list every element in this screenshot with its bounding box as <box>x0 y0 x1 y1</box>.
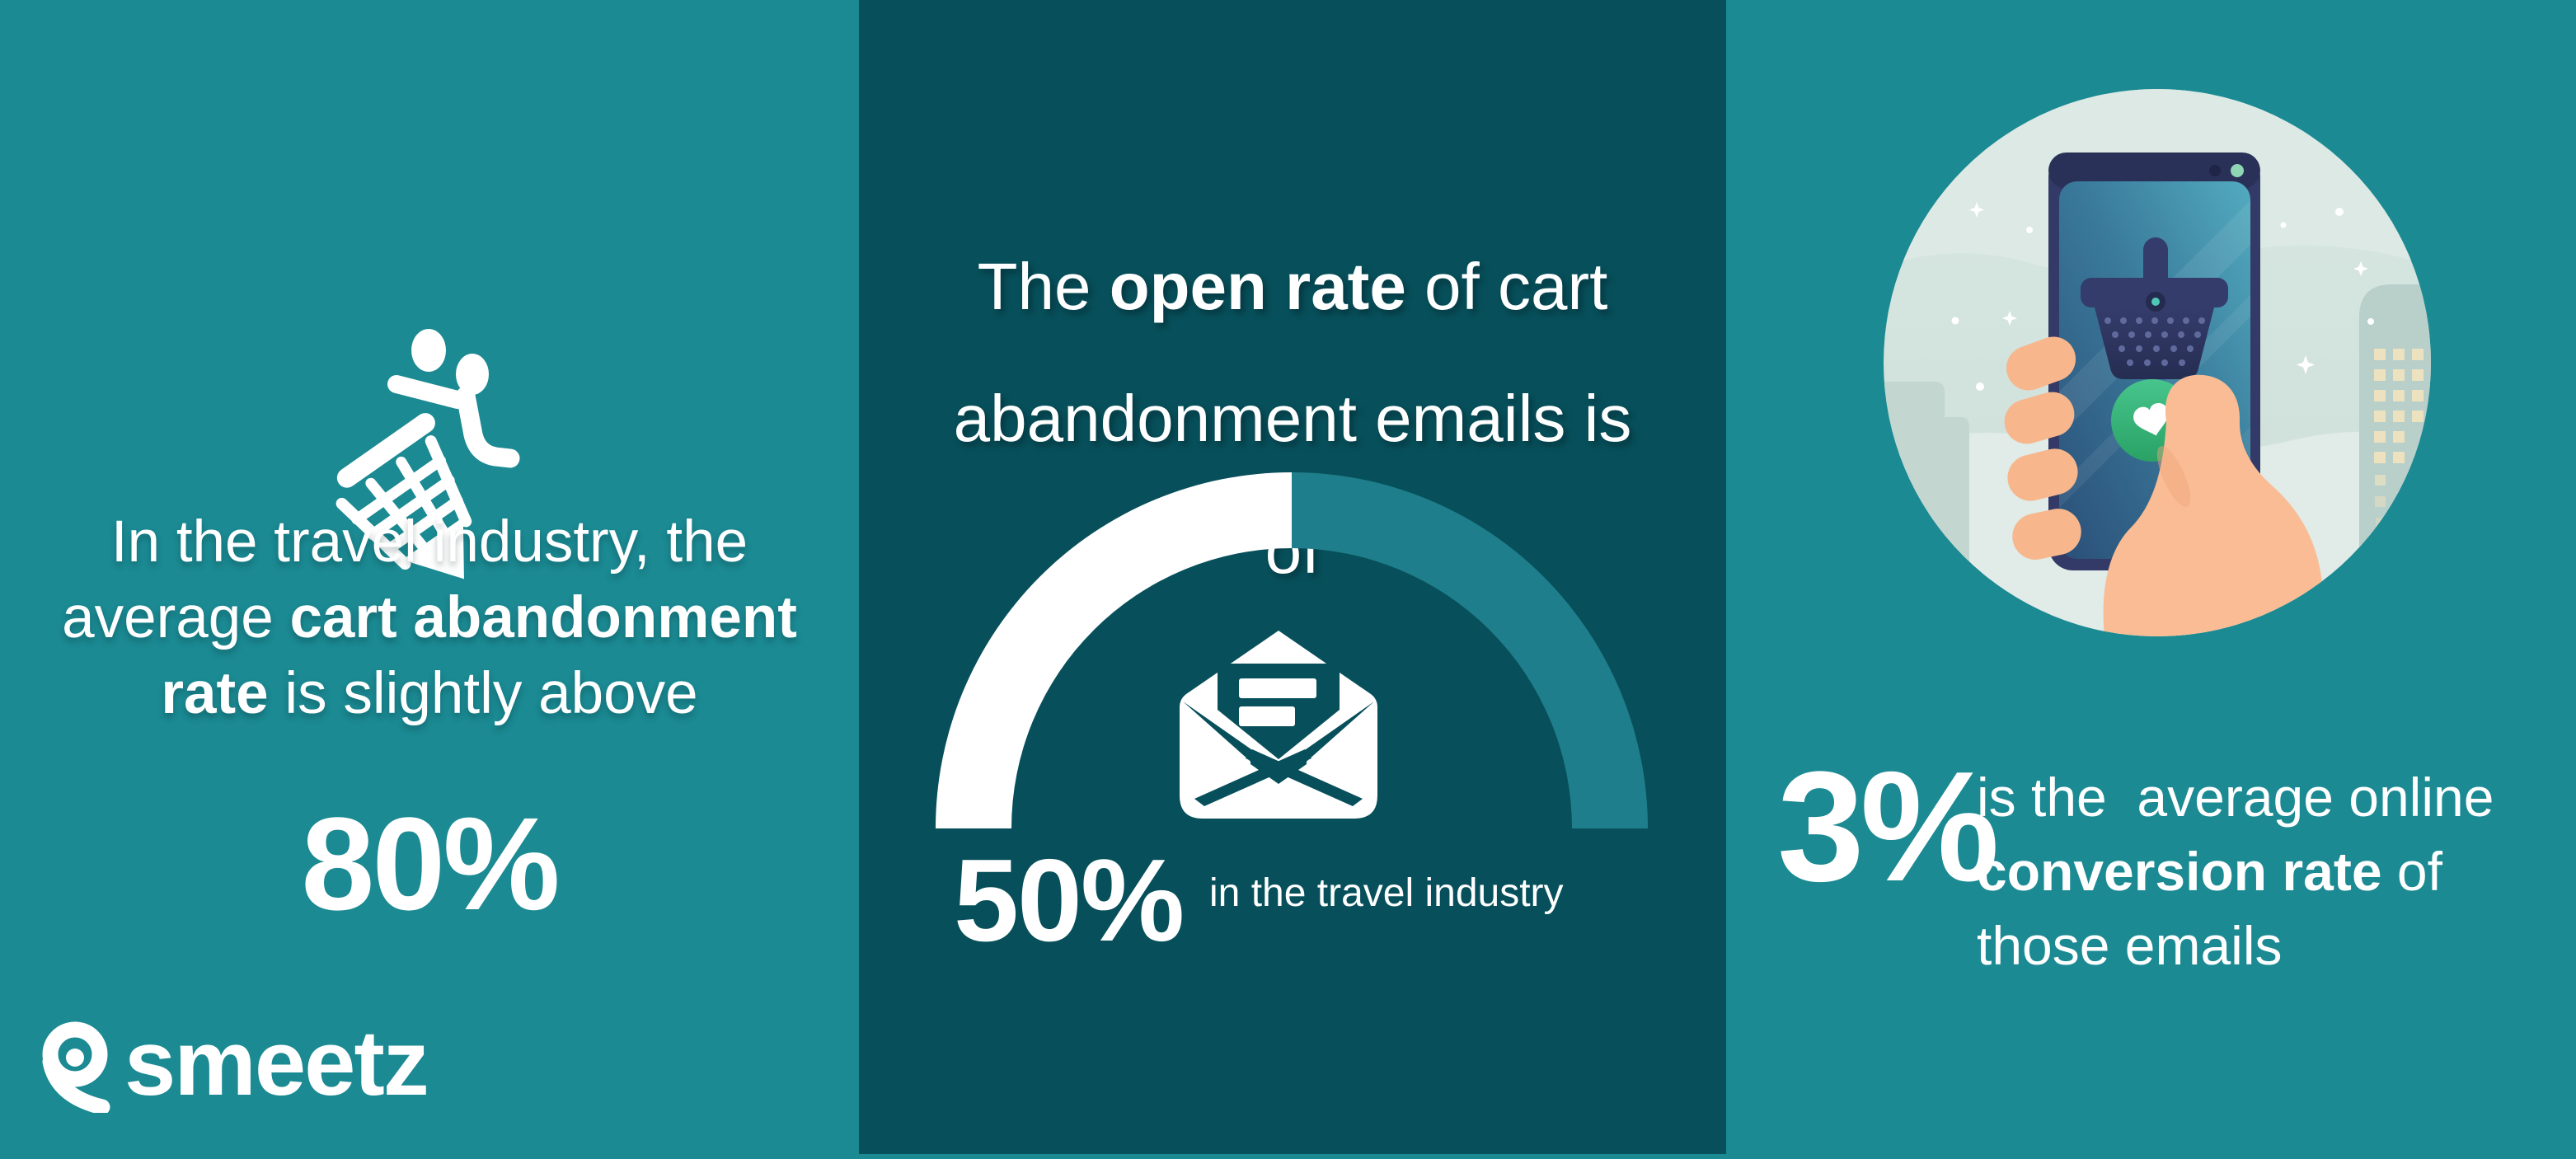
open-envelope-icon <box>1180 631 1377 819</box>
stat-conversion-rate: 3% <box>1777 739 2000 914</box>
left-statement: In the travel industry, the average cart… <box>62 509 797 726</box>
panel-cart-abandonment: In the travel industry, the average cart… <box>0 0 859 1159</box>
phone-camera-icon <box>2209 165 2221 176</box>
smeetz-pin-icon <box>42 1021 110 1113</box>
stat-open-rate-caption: in the travel industry <box>1209 871 1564 915</box>
middle-heading: The open rate of cart abandonment emails… <box>953 250 1632 587</box>
building-windows <box>2374 349 2424 528</box>
hand <box>2004 336 2324 636</box>
stat-open-rate: 50% <box>954 835 1185 966</box>
hand-holding-phone-illustration <box>1884 89 2431 636</box>
bold-rate: rate <box>161 661 269 726</box>
panel-conversion-rate: 3% is the average online conversion rate… <box>1726 0 2576 1159</box>
stat-cart-abandonment-rate: 80% <box>301 790 560 937</box>
phone-led-icon <box>2231 164 2244 177</box>
smeetz-logo: smeetz <box>37 1011 429 1114</box>
buildings-left <box>1884 382 1969 636</box>
bold-conversion-rate: conversion rate <box>1977 841 2382 902</box>
open-rate-gauge <box>936 472 1648 828</box>
heart-icon <box>2133 403 2169 436</box>
thumb-and-palm <box>2103 374 2324 636</box>
gauge-remainder-half <box>1292 472 1648 828</box>
bold-open-rate: open rate <box>1109 250 1406 323</box>
logo-wordmark: smeetz <box>124 1011 429 1114</box>
gauge-filled-half <box>936 472 1292 828</box>
panel-open-rate <box>859 0 1726 1154</box>
left-line1: In the travel industry, the <box>110 509 748 575</box>
sparkles <box>1951 202 2374 391</box>
fallen-shopping-basket-icon <box>335 329 520 580</box>
right-statement: is the average online conversion rate of… <box>1977 767 2494 976</box>
bold-cart-abandonment: cart abandonment <box>289 585 797 650</box>
shopping-basket-icon <box>2081 237 2228 379</box>
